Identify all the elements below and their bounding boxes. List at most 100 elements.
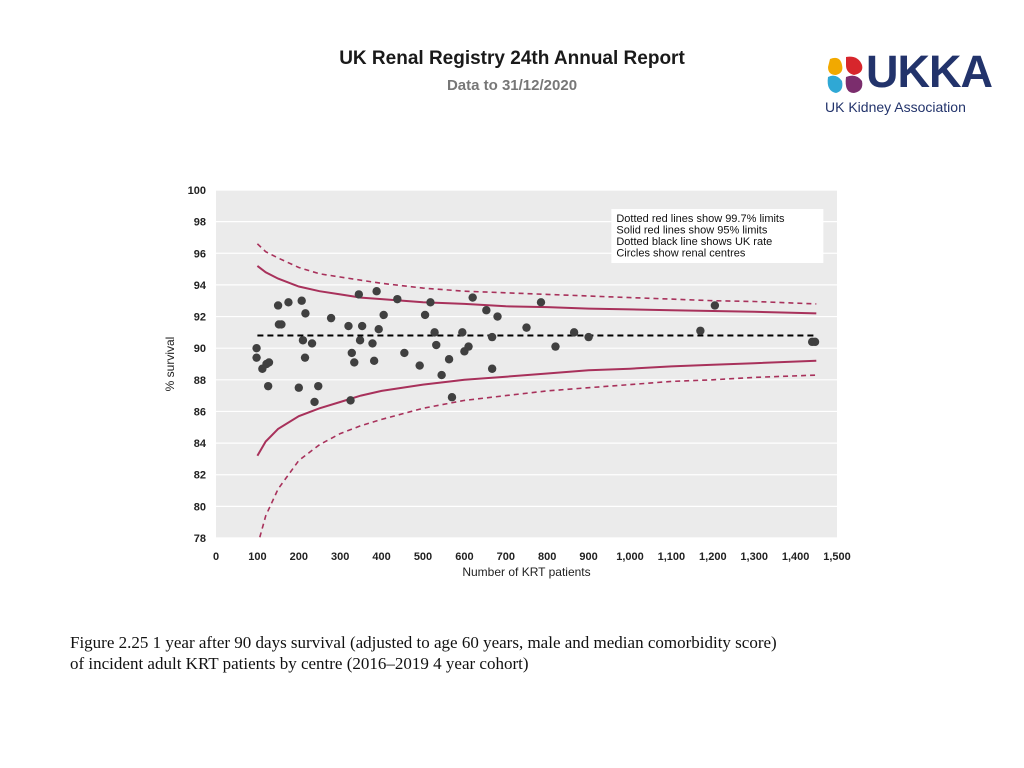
renal-centre-point — [252, 353, 261, 362]
caption-line-2: of incident adult KRT patients by centre… — [70, 654, 529, 673]
renal-centre-point — [346, 396, 355, 405]
renal-centre-point — [298, 336, 308, 345]
x-tick-label: 1,200 — [699, 551, 727, 563]
renal-centre-point — [393, 294, 402, 304]
renal-centre-point — [458, 328, 467, 337]
y-tick-label: 92 — [194, 312, 206, 324]
renal-centre-point — [493, 312, 502, 321]
renal-centre-point — [487, 332, 497, 342]
logo-subtitle: UK Kidney Association — [825, 99, 966, 115]
report-subtitle: Data to 31/12/2020 — [446, 77, 578, 94]
renal-centre-point — [294, 383, 303, 392]
renal-centre-point — [487, 364, 497, 373]
x-tick-label: 1,300 — [740, 551, 768, 563]
renal-centre-point — [354, 290, 364, 299]
renal-centre-point — [326, 313, 336, 323]
logo-wordmark: UKKA — [866, 46, 993, 97]
y-tick-label: 96 — [194, 248, 206, 260]
renal-centre-point — [522, 323, 531, 332]
renal-centre-point — [569, 328, 579, 337]
renal-centre-point — [355, 336, 365, 345]
y-tick-label: 78 — [194, 533, 206, 545]
legend-entry: Solid red lines show 95% limits — [616, 224, 768, 236]
legend-entry: Dotted red lines show 99.7% limits — [616, 213, 785, 225]
y-tick-label: 82 — [194, 470, 206, 482]
x-tick-label: 700 — [497, 551, 515, 563]
renal-centre-point — [277, 320, 286, 329]
renal-centre-point — [432, 340, 441, 350]
x-tick-label: 900 — [579, 551, 597, 563]
report-title: UK Renal Registry 24th Annual Report — [339, 48, 685, 69]
renal-centre-point — [464, 342, 473, 351]
renal-centre-point — [430, 328, 439, 337]
renal-centre-point — [368, 339, 377, 348]
renal-centre-point — [307, 339, 317, 348]
x-tick-label: 1,400 — [782, 551, 810, 563]
y-tick-label: 94 — [194, 280, 207, 292]
renal-centre-point — [273, 301, 283, 310]
x-tick-label: 600 — [455, 551, 473, 563]
renal-centre-point — [696, 326, 705, 335]
y-tick-label: 100 — [188, 185, 206, 197]
renal-centre-point — [415, 361, 424, 370]
y-tick-label: 90 — [194, 343, 206, 355]
x-tick-label: 1,500 — [823, 551, 851, 563]
lower-95-limit-line — [256, 359, 817, 457]
y-tick-label: 84 — [194, 438, 207, 450]
renal-centre-point — [350, 358, 359, 367]
renal-centre-point — [400, 348, 409, 358]
renal-centre-point — [300, 353, 310, 362]
renal-centre-point — [252, 343, 261, 353]
renal-centre-point — [379, 310, 388, 320]
y-tick-label: 98 — [194, 217, 206, 229]
x-tick-label: 100 — [248, 551, 266, 563]
x-tick-label: 1,100 — [658, 551, 686, 563]
x-axis-label: Number of KRT patients — [462, 565, 590, 579]
renal-centre-point — [551, 342, 560, 351]
renal-centre-point — [344, 321, 353, 331]
renal-centre-point — [310, 397, 319, 407]
lower-99.7-limit-line — [258, 374, 817, 538]
figure-caption: Figure 2.25 1 year after 90 days surviva… — [70, 632, 970, 674]
renal-centre-point — [444, 355, 454, 364]
x-tick-label: 800 — [538, 551, 556, 563]
renal-centre-point — [374, 325, 383, 334]
renal-centre-point — [357, 321, 367, 331]
x-tick-label: 400 — [372, 551, 390, 563]
renal-centre-point — [420, 310, 430, 320]
renal-centre-point — [447, 393, 457, 402]
legend-box — [611, 208, 824, 263]
renal-centre-point — [810, 337, 820, 347]
renal-centre-point — [426, 298, 435, 307]
x-tick-label: 500 — [414, 551, 432, 563]
kidney-logo-icon — [827, 56, 863, 93]
y-tick-label: 80 — [194, 501, 206, 513]
renal-centre-point — [536, 298, 546, 307]
x-tick-label: 0 — [213, 551, 219, 563]
renal-centre-point — [301, 309, 310, 318]
caption-line-1: Figure 2.25 1 year after 90 days surviva… — [70, 633, 777, 652]
x-tick-label: 300 — [331, 551, 349, 563]
renal-centre-point — [710, 301, 720, 310]
y-tick-label: 86 — [194, 406, 206, 418]
renal-centre-point — [372, 287, 381, 296]
renal-centre-point — [437, 370, 446, 380]
legend-entry: Circles show renal centres — [616, 247, 745, 259]
survival-funnel-plot: 78 80 82 84 86 88 90 92 94 96 98 100 0 100 200 300 400 50… — [163, 185, 851, 579]
renal-centre-point — [482, 306, 491, 315]
renal-centre-point — [284, 298, 293, 307]
renal-centre-point — [263, 381, 273, 391]
renal-centre-point — [314, 381, 323, 391]
renal-centre-point — [297, 296, 306, 305]
x-tick-label: 200 — [290, 551, 308, 563]
y-axis-label: % survival — [163, 337, 177, 392]
y-tick-label: 88 — [194, 375, 206, 387]
renal-centre-point — [264, 358, 274, 367]
upper-95-limit-line — [256, 265, 817, 315]
ukka-logo: UKKA UK Kidney Association — [822, 46, 994, 120]
renal-centre-point — [468, 293, 477, 302]
legend-entry: Dotted black line shows UK rate — [616, 236, 772, 248]
renal-centre-point — [584, 332, 593, 342]
renal-centre-point — [369, 356, 379, 366]
renal-centre-point — [347, 348, 356, 358]
